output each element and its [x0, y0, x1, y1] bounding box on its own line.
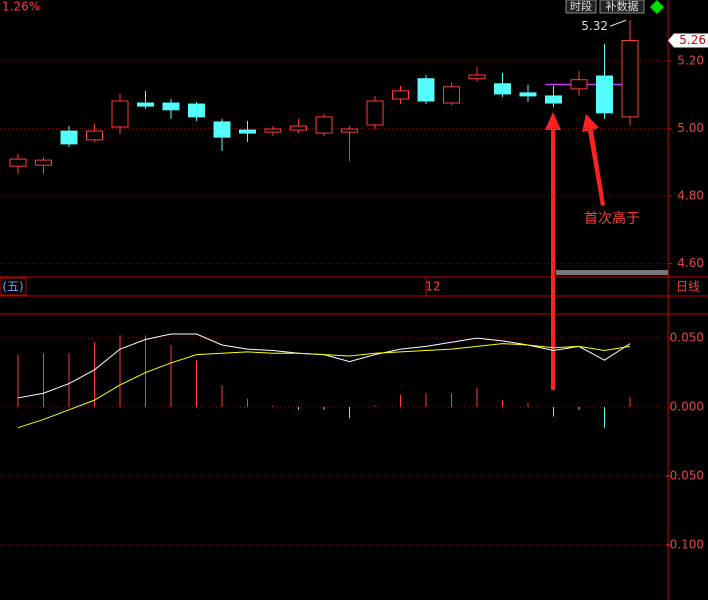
candle-body	[417, 78, 435, 102]
candle-body	[596, 75, 613, 114]
y-tick-label: 4.60	[677, 256, 704, 270]
y-tick-label: -0.100	[665, 537, 704, 551]
candle-body	[35, 159, 52, 166]
arrow	[545, 112, 561, 390]
candle-body	[621, 40, 639, 118]
button[interactable]	[565, 0, 597, 14]
candle-body	[392, 90, 409, 100]
candle-body	[468, 74, 486, 80]
y-tick-label: 0.050	[670, 331, 704, 345]
candle-body	[213, 121, 231, 138]
price-tag	[668, 33, 708, 48]
y-tick-label: 4.80	[677, 188, 704, 202]
candle-body	[9, 158, 27, 167]
price-tag-label: 5.26	[679, 33, 706, 47]
candle-body	[60, 130, 78, 145]
candle-body	[443, 86, 460, 104]
candle-body	[570, 79, 588, 90]
arrow	[582, 114, 605, 206]
candle-body	[519, 92, 537, 97]
index-label[interactable]: (五)	[2, 280, 23, 294]
period-label[interactable]: 日线	[676, 280, 700, 294]
macd-line	[17, 343, 631, 429]
button-label[interactable]: 补数据	[606, 0, 639, 13]
button[interactable]	[599, 0, 645, 14]
candle-body	[341, 128, 358, 133]
candle-body	[162, 102, 180, 111]
index-box[interactable]	[0, 277, 27, 296]
candle-body	[290, 125, 307, 131]
candle-body	[188, 103, 205, 118]
candle-body	[86, 130, 103, 141]
high-label: 5.32	[581, 19, 608, 33]
candle-body	[137, 102, 154, 107]
x-tick-label: 12	[425, 280, 440, 294]
y-tick-label: 0.000	[670, 400, 704, 414]
button-label[interactable]: 时段	[570, 0, 592, 13]
change-percent: 1.26%	[2, 0, 40, 14]
candle-body	[239, 129, 256, 134]
y-tick-label: 5.20	[677, 53, 704, 67]
annotation: 首次高于	[584, 210, 640, 227]
y-tick-label: -0.050	[665, 468, 704, 482]
candle-body	[494, 83, 511, 95]
candle-body	[111, 100, 129, 128]
candle-body	[545, 95, 562, 104]
status-icon[interactable]	[650, 0, 664, 14]
candle-body	[366, 100, 384, 126]
high-label-leader	[609, 19, 627, 27]
candle-body	[264, 128, 282, 133]
candle-body	[315, 116, 333, 134]
scrollbar[interactable]	[556, 270, 668, 275]
y-tick-label: 5.00	[677, 121, 704, 135]
